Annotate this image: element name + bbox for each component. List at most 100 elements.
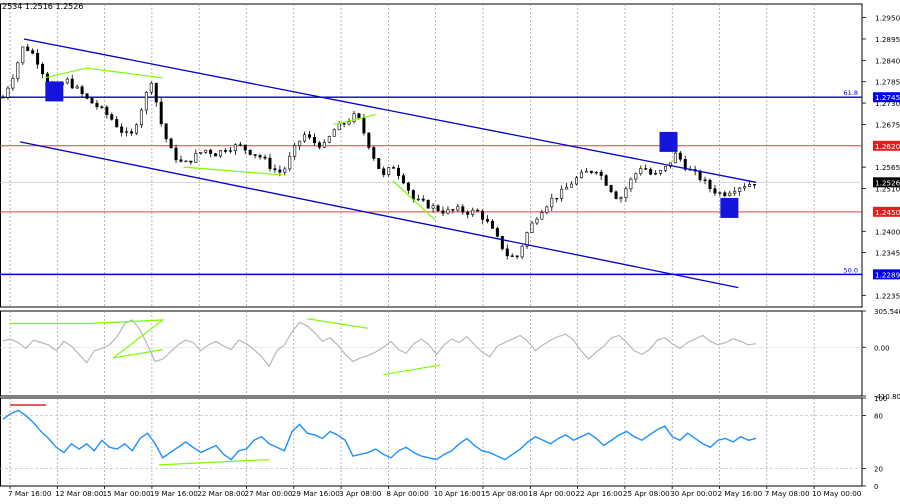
candle-body <box>317 142 321 148</box>
price-tick-label: 1.2345 <box>875 249 900 258</box>
candle-body <box>436 205 440 211</box>
candle-body <box>609 185 613 193</box>
candle-body <box>619 197 623 200</box>
candle-body <box>604 175 608 186</box>
candle-body <box>387 167 391 176</box>
candle-body <box>283 168 287 173</box>
candle-body <box>639 168 643 175</box>
candle-body <box>446 209 450 214</box>
candle-body <box>164 123 168 140</box>
candle-body <box>253 154 257 156</box>
candle-body <box>530 222 534 233</box>
cci-panel-frame <box>0 310 863 397</box>
x-tick-label: 27 Mar 00:00 <box>245 489 293 498</box>
candle-body <box>258 155 262 158</box>
candle-body <box>441 210 445 214</box>
candle-body <box>139 109 143 126</box>
candle-body <box>678 152 682 160</box>
candle-body <box>550 197 554 208</box>
level-price-label: 1.2620 <box>875 142 900 151</box>
candle-body <box>683 158 687 170</box>
candle-body <box>204 149 208 153</box>
candle-body <box>594 171 598 174</box>
candle-body <box>723 192 727 196</box>
candle-body <box>525 232 529 247</box>
candle-body <box>332 129 336 137</box>
candle-body <box>649 169 653 175</box>
candle-body <box>209 149 213 154</box>
candle-body <box>555 197 559 200</box>
price-tick-label: 1.2235 <box>875 291 900 300</box>
candle-body <box>614 191 618 200</box>
signal-marker <box>659 131 678 152</box>
level-price-label: 1.2450 <box>875 208 900 217</box>
candle-body <box>733 191 737 194</box>
candle-body <box>263 156 267 159</box>
candle-body <box>223 150 227 152</box>
candle-body <box>268 157 272 169</box>
candle-body <box>510 255 514 257</box>
candle-body <box>11 77 15 89</box>
candle-body <box>41 63 45 75</box>
rsi-tick-label: 0 <box>874 483 878 491</box>
candle-body <box>748 184 752 187</box>
current-price-box <box>873 177 900 188</box>
candle-body <box>100 106 104 108</box>
divergence-line <box>333 114 376 126</box>
candle-body <box>738 187 742 192</box>
x-tick-label: 22 Apr 16:00 <box>576 489 623 498</box>
candle-body <box>95 102 99 108</box>
candle-body <box>624 188 628 198</box>
x-tick-label: 15 Mar 00:00 <box>103 489 151 498</box>
candle-body <box>495 228 499 237</box>
fib-level-label: 61.8 <box>844 89 858 97</box>
candle-body <box>644 168 648 170</box>
candle-body <box>120 126 124 133</box>
candle-body <box>347 121 351 125</box>
candle-body <box>144 91 148 111</box>
current-price-label: 1.2526 <box>875 178 900 187</box>
candle-body <box>728 192 732 196</box>
rsi-series-line <box>2 409 757 461</box>
ohlc-header: 2534 1.2516 1.2526 <box>2 2 83 11</box>
x-tick-label: 19 Mar 16:00 <box>150 489 198 498</box>
level-price-box <box>873 140 900 151</box>
candle-body <box>382 168 386 176</box>
candle-body <box>238 144 242 146</box>
rsi-tick-label: 20 <box>874 465 883 473</box>
candle-body <box>233 144 237 151</box>
candle-body <box>659 170 663 174</box>
candle-body <box>505 248 509 257</box>
candle-body <box>199 152 203 154</box>
candle-body <box>500 236 504 250</box>
candle-body <box>708 179 712 190</box>
candle-body <box>357 113 361 119</box>
x-tick-label: 7 Mar 16:00 <box>8 489 52 498</box>
candle-body <box>31 50 35 54</box>
candle-body <box>515 255 519 258</box>
cci-divergence-line <box>307 318 369 329</box>
candle-body <box>471 209 475 215</box>
cci-series-line <box>2 319 757 368</box>
candle-body <box>288 155 292 170</box>
price-tick-label: 1.2840 <box>875 56 900 65</box>
x-tick-label: 8 Apr 00:00 <box>386 489 429 498</box>
candle-body <box>85 93 89 99</box>
price-tick-label: 1.2730 <box>875 99 900 108</box>
candle-body <box>90 98 94 104</box>
candle-body <box>481 210 485 220</box>
candle-body <box>406 182 410 191</box>
x-tick-label: 15 Apr 08:00 <box>481 489 528 498</box>
candle-body <box>540 212 544 220</box>
level-price-label: 1.2289 <box>875 270 900 279</box>
price-panel-frame <box>0 3 863 308</box>
x-tick-label: 7 May 08:00 <box>765 489 810 498</box>
x-tick-label: 18 Apr 00:00 <box>528 489 575 498</box>
candle-body <box>322 142 326 148</box>
candle-body <box>337 123 341 131</box>
candle-body <box>570 183 574 188</box>
candle-body <box>377 158 381 170</box>
rsi-tick-label: 80 <box>874 413 883 421</box>
cci-tick-label: -410.803 <box>874 393 900 401</box>
